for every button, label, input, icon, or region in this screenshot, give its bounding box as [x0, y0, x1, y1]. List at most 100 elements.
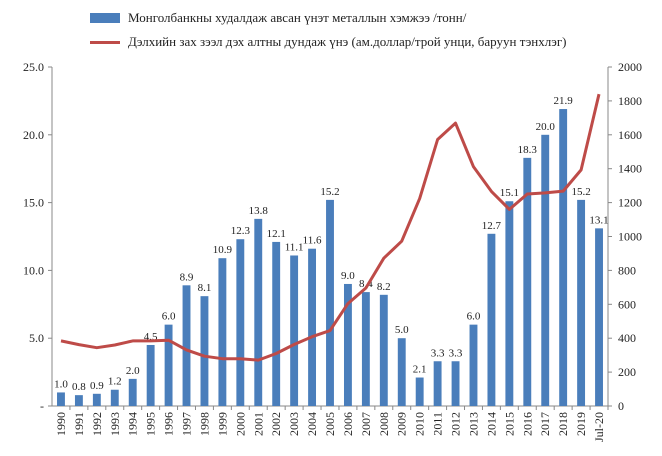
bar — [92, 393, 101, 406]
bar — [577, 199, 586, 406]
x-tick-label: 1994 — [126, 412, 140, 436]
bar — [128, 378, 137, 406]
y-right-tick-label: 1200 — [618, 196, 642, 210]
x-tick-label: 2002 — [269, 412, 283, 436]
y-left-tick-label: 20.0 — [23, 128, 44, 142]
bar-data-label: 0.8 — [72, 381, 86, 393]
bar — [236, 239, 245, 406]
legend-item-bar: Монголбанкны худалдаж авсан үнэт металлы… — [90, 10, 466, 26]
bar-data-label: 18.3 — [518, 144, 538, 156]
bar-data-label: 3.3 — [431, 347, 445, 359]
bar — [110, 389, 119, 406]
bar-data-label: 10.9 — [213, 244, 233, 256]
bar — [272, 241, 281, 406]
bar — [433, 361, 442, 406]
bar-data-label: 15.1 — [500, 187, 519, 199]
x-tick-label: 2000 — [233, 412, 247, 436]
bar — [361, 292, 370, 406]
y-right-tick-label: 1400 — [618, 162, 642, 176]
y-right-tick-label: 0 — [618, 399, 624, 413]
x-tick-label: 1995 — [144, 412, 158, 436]
x-tick-label: 2006 — [341, 412, 355, 436]
bar-data-label: 20.0 — [536, 121, 556, 133]
x-tick-label: 1999 — [215, 412, 229, 436]
y-left-tick-label: 5.0 — [29, 331, 44, 345]
x-tick-label: 2009 — [395, 412, 409, 436]
bar — [397, 338, 406, 406]
legend-item-line: Дэлхийн зах зээл дэх алтны дундаж үнэ (а… — [90, 34, 566, 50]
bar-data-label: 12.3 — [231, 225, 251, 237]
legend-bar-swatch — [90, 13, 120, 23]
y-right-tick-label: 1800 — [618, 94, 642, 108]
bar-data-label: 9.0 — [341, 270, 355, 282]
x-tick-label: 2016 — [520, 412, 534, 436]
bar-data-label: 2.1 — [413, 364, 427, 376]
y-right-tick-label: 1600 — [618, 128, 642, 142]
x-tick-label: 1998 — [197, 412, 211, 436]
bar — [343, 283, 352, 406]
bar — [379, 294, 388, 406]
bar — [595, 228, 603, 406]
y-right-tick-label: 600 — [618, 297, 636, 311]
bar — [290, 255, 299, 406]
bar-data-label: 0.9 — [90, 380, 104, 392]
x-tick-label: 2005 — [323, 412, 337, 436]
bar-data-label: 6.0 — [467, 311, 481, 323]
y-right-tick-label: 400 — [618, 331, 636, 345]
bar-data-label: 11.6 — [303, 235, 322, 247]
y-left-tick-label: - — [40, 399, 44, 413]
bar — [308, 248, 317, 406]
x-tick-label: 2010 — [413, 412, 427, 436]
bar-data-label: 13.8 — [249, 205, 269, 217]
bar-data-label: 15.2 — [571, 186, 590, 198]
bar-data-label: 6.0 — [162, 311, 176, 323]
bar-data-label: 8.9 — [180, 271, 194, 283]
bar-data-label: 12.1 — [267, 228, 286, 240]
bar — [487, 233, 496, 406]
bar — [523, 157, 532, 406]
x-tick-label: 2003 — [287, 412, 301, 436]
bar — [74, 395, 83, 406]
y-left-tick-label: 10.0 — [23, 263, 44, 277]
x-tick-label: 1991 — [72, 412, 86, 436]
bar — [254, 218, 263, 406]
bar — [57, 392, 65, 406]
bar — [451, 361, 460, 406]
x-tick-label: 2004 — [305, 412, 319, 436]
bar-data-label: 8.2 — [377, 281, 391, 293]
x-tick-label: 2012 — [449, 412, 463, 436]
bar-data-label: 11.1 — [285, 241, 304, 253]
bar-data-label: 8.1 — [198, 282, 212, 294]
bar-data-label: 12.7 — [482, 220, 502, 232]
bar — [505, 201, 514, 406]
x-tick-label: Jul-20 — [592, 412, 606, 442]
bar — [218, 258, 227, 406]
x-tick-label: 2017 — [538, 412, 552, 436]
bar — [182, 285, 191, 406]
bar-data-label: 21.9 — [554, 95, 574, 107]
bar — [146, 344, 155, 406]
legend-line-swatch — [90, 40, 120, 44]
y-right-tick-label: 800 — [618, 263, 636, 277]
bar — [164, 324, 173, 406]
x-tick-label: 2013 — [466, 412, 480, 436]
x-tick-label: 2011 — [431, 412, 445, 436]
bar — [200, 296, 209, 406]
x-tick-label: 2018 — [556, 412, 570, 436]
bar-data-label: 5.0 — [395, 324, 409, 336]
bar-data-label: 2.0 — [126, 365, 140, 377]
x-tick-label: 1993 — [108, 412, 122, 436]
gold-price-line — [60, 93, 601, 362]
x-tick-label: 1990 — [54, 412, 68, 436]
bar-data-label: 15.2 — [320, 186, 339, 198]
bar — [326, 199, 334, 406]
bar-data-label: 1.0 — [54, 378, 68, 390]
x-tick-label: 2019 — [574, 412, 588, 436]
bar — [559, 109, 568, 406]
x-tick-label: 2015 — [502, 412, 516, 436]
x-tick-label: 2014 — [484, 412, 498, 436]
y-left-tick-label: 15.0 — [23, 196, 44, 210]
y-right-tick-label: 1000 — [618, 230, 642, 244]
x-tick-label: 2001 — [251, 412, 265, 436]
